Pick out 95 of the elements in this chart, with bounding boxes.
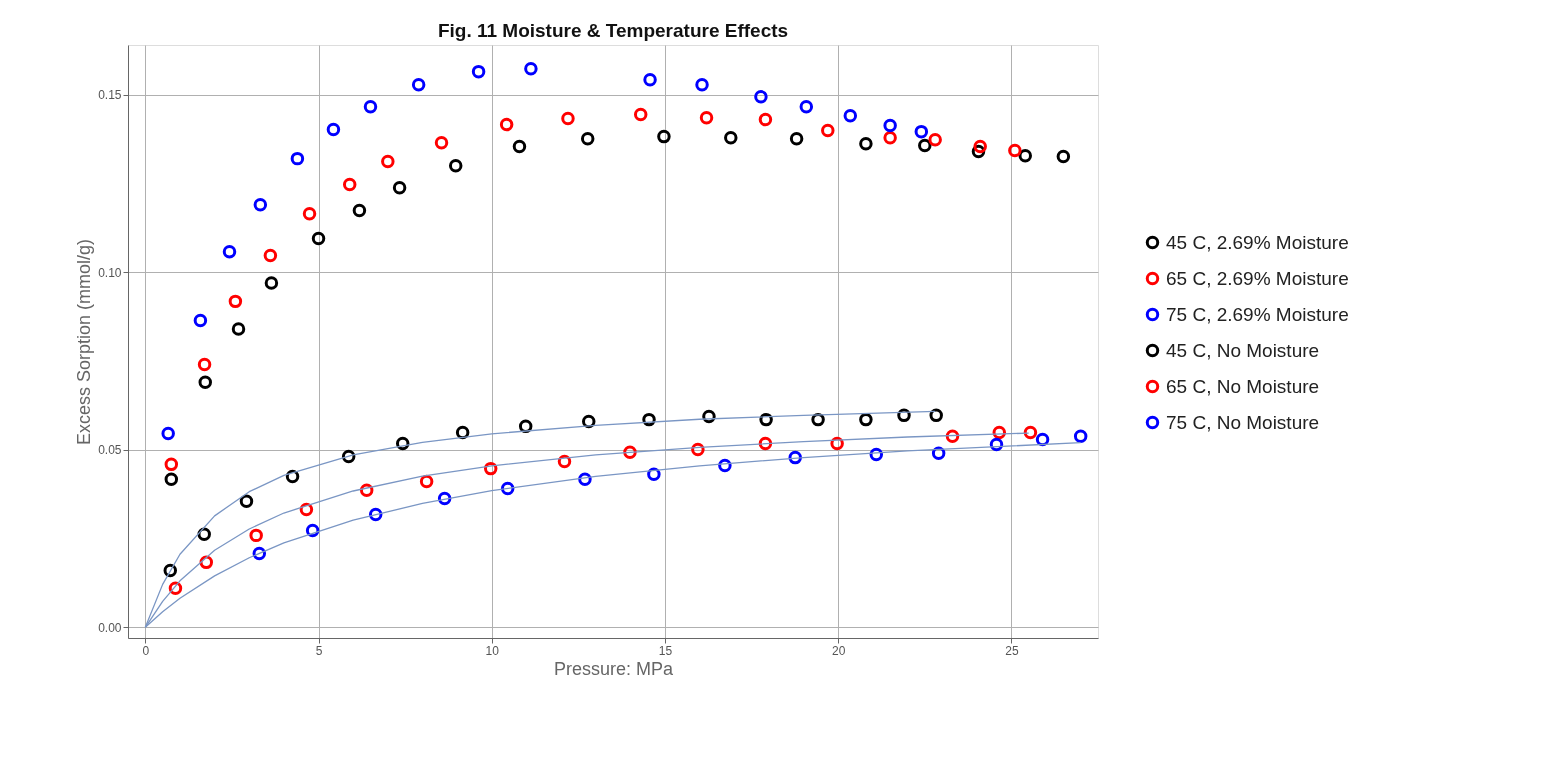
point [239, 494, 254, 509]
point [500, 481, 515, 496]
point [1018, 149, 1032, 163]
y-tick-label: 0.10 [98, 265, 122, 280]
point [643, 73, 657, 87]
point [290, 151, 305, 166]
y-tick-label: 0.15 [98, 88, 122, 103]
point [512, 139, 527, 154]
x-tick-label: 0 [142, 643, 150, 658]
point [821, 123, 835, 138]
point [1008, 143, 1022, 158]
point [561, 111, 575, 126]
point [363, 100, 378, 114]
point [305, 523, 320, 538]
point [499, 117, 514, 132]
point [524, 62, 538, 76]
point [163, 563, 178, 578]
point [928, 133, 942, 147]
point [973, 139, 987, 154]
point [869, 447, 884, 462]
point [434, 135, 449, 150]
point [883, 118, 897, 133]
point [843, 108, 858, 123]
point [1056, 149, 1071, 164]
point [264, 276, 279, 290]
point [164, 457, 179, 472]
point [341, 449, 356, 464]
point [381, 154, 395, 169]
point [419, 474, 434, 489]
point [302, 206, 317, 221]
point [883, 130, 897, 145]
point [448, 159, 463, 173]
x-tick-label: 25 [1005, 643, 1019, 658]
point [411, 78, 426, 92]
point [161, 426, 175, 441]
x-tick-label: 5 [315, 643, 323, 658]
y-tick-label: 0.00 [98, 620, 122, 635]
point [222, 244, 237, 259]
y-axis-title: Excess Sorption (mmol/g) [74, 238, 95, 446]
legend-label: 65 C, 2.69% Moisture [1166, 267, 1349, 289]
point [1023, 425, 1038, 440]
chart-title: Fig. 11 Moisture & Temperature Effects [437, 20, 789, 41]
point [758, 112, 773, 127]
point [311, 231, 326, 246]
point [789, 132, 804, 146]
point [228, 294, 243, 309]
point [263, 248, 278, 263]
legend-label: 45 C, 2.69% Moisture [1166, 231, 1349, 253]
x-tick-label: 10 [485, 643, 500, 658]
point [578, 472, 592, 487]
point [799, 100, 814, 114]
point [633, 107, 648, 122]
point [198, 375, 212, 390]
legend-label: 75 C, 2.69% Moisture [1166, 303, 1349, 325]
point [193, 313, 208, 328]
point [164, 472, 179, 487]
x-tick-label: 20 [832, 643, 846, 658]
legend-label: 45 C, No Moisture [1166, 339, 1320, 361]
point [897, 408, 911, 423]
point [557, 454, 572, 469]
legend-label: 65 C, No Moisture [1166, 375, 1320, 397]
point [691, 442, 705, 457]
x-tick-label: 15 [658, 643, 673, 658]
point [326, 122, 341, 137]
point [231, 322, 246, 336]
point [859, 412, 873, 427]
point [252, 546, 267, 561]
point [657, 129, 671, 144]
point [253, 198, 268, 212]
point [197, 357, 212, 372]
point [914, 124, 929, 139]
legend-label: 75 C, No Moisture [1166, 411, 1320, 433]
point [989, 437, 1004, 452]
point [699, 111, 714, 125]
point [580, 132, 595, 146]
point [392, 181, 407, 195]
point [830, 436, 844, 451]
point [929, 408, 943, 423]
point [931, 446, 946, 461]
point [249, 528, 263, 543]
point [483, 461, 498, 476]
point [992, 425, 1007, 440]
point [918, 138, 932, 153]
point [754, 90, 768, 104]
point [718, 458, 732, 473]
point [1073, 429, 1088, 444]
point [352, 203, 367, 218]
point [471, 64, 486, 79]
point [695, 78, 709, 92]
y-tick-label: 0.05 [98, 443, 122, 458]
point [945, 429, 960, 444]
point [342, 177, 357, 192]
point [859, 136, 873, 151]
point [724, 130, 738, 145]
x-axis-title: Pressure: MPa [553, 658, 674, 679]
